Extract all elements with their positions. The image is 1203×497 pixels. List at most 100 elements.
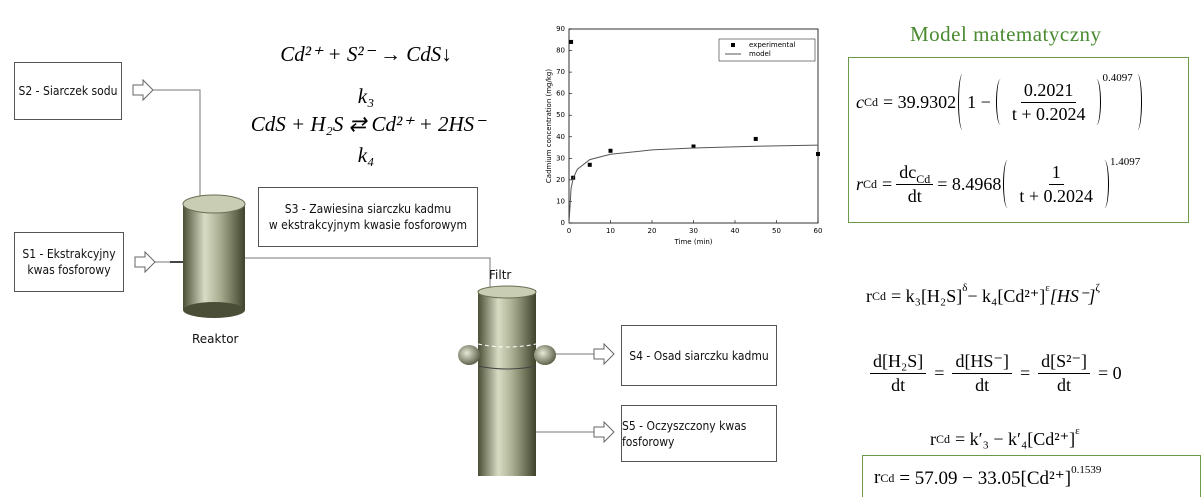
eq-text: = 8.4968: [937, 173, 1002, 194]
equation: c Cd = 39.9302 1 − 0.2021 t + 0.2024 0.409…: [856, 72, 1143, 132]
paren: [1003, 160, 1012, 208]
eq-text: = k₃[H₂S]: [891, 285, 963, 306]
reaction: Cd²⁺ + S²⁻ → CdS↓: [280, 42, 452, 66]
eq-text: dt: [975, 374, 990, 395]
eq-text: 1 −: [967, 91, 991, 112]
reaction: CdS + H₂S ⇄ Cd²⁺ + 2HS⁻: [250, 112, 486, 136]
eq-text: [HS⁻]: [1049, 285, 1096, 306]
rate-constant: k₄: [357, 143, 375, 167]
eq-exp: 0.1539: [1071, 464, 1102, 476]
rate-constant: k₃: [357, 84, 375, 108]
eq-text: r: [874, 467, 881, 488]
x-tick-label: 20: [648, 227, 657, 235]
equation: r Cd = k₃[H₂S] δ − k₄[Cd²⁺] ε [HS⁻] ζ: [866, 282, 1100, 306]
paren: [995, 79, 1005, 125]
fraction: 0.2021 t + 0.2024: [1009, 80, 1089, 125]
eq-sub: Cd: [916, 171, 931, 186]
eq-text: t + 0.2024: [1019, 185, 1094, 206]
stream-label: kwas fosforowy: [27, 263, 111, 277]
stream-box: S5 - Oczyszczony kwas fosforowy: [621, 405, 777, 462]
x-tick-label: 30: [689, 227, 698, 235]
chart: 0 10 20 30 40 50 60 70 80 90 0 10 20 30 40 50 60 Time (mi…: [545, 25, 823, 246]
x-tick-label: 40: [731, 227, 740, 235]
filter: [458, 285, 556, 476]
paren: [1092, 79, 1102, 125]
paren: [958, 74, 967, 130]
eq-text: = k′₃ − k′₄[Cd²⁺]: [955, 428, 1076, 449]
eq-text: 0.2021: [1020, 80, 1077, 103]
paren: [1133, 74, 1142, 130]
eq-text: =: [882, 173, 893, 194]
eq-text: = 57.09 − 33.05[Cd²⁺]: [899, 467, 1072, 489]
stream-label: S5 - Oczyszczony kwas fosforowy: [622, 418, 747, 449]
eq-text: − k₄[Cd²⁺]: [967, 285, 1046, 306]
reactor: [170, 194, 246, 318]
eq-exp: 1.4097: [1110, 156, 1141, 168]
eq-text: =: [1019, 362, 1031, 383]
stream-box: S3 - Zawiesina siarczku kadmu w ekstrakcy…: [258, 187, 478, 247]
equation: r Cd = 57.09 − 33.05[Cd²⁺] 0.1539: [874, 464, 1102, 489]
y-tick-label: 20: [556, 176, 565, 184]
data-point: [691, 144, 696, 149]
stream-label: w ekstrakcyjnym kwasie fosforowym: [268, 218, 468, 232]
x-tick-label: 50: [772, 227, 781, 235]
eq-text: r: [866, 285, 872, 306]
y-tick-label: 30: [556, 154, 565, 162]
eq-text: r: [856, 173, 864, 194]
legend-label: experimental: [749, 41, 795, 49]
eq-text: = 39.9302: [883, 91, 957, 112]
eq-text: d[H₂S]: [870, 351, 927, 374]
model-box: [848, 57, 1189, 223]
model-line: [568, 144, 819, 224]
x-axis-label: Time (min): [673, 238, 712, 246]
fraction: d[HS⁻] dt: [952, 351, 1012, 396]
data-point: [569, 39, 574, 44]
eq-exp: ζ: [1095, 282, 1100, 294]
eq-text: d[HS⁻]: [952, 351, 1012, 374]
y-tick-label: 50: [556, 111, 565, 119]
x-tick-label: 60: [814, 227, 823, 235]
eq-text: dc: [899, 161, 917, 182]
fraction: dcCd dt: [896, 161, 934, 207]
equation: d[H₂S] dt = d[HS⁻] dt = d[S²⁻] dt = 0: [866, 348, 1122, 398]
stream-label: S2 - Siarczek sodu: [18, 84, 118, 98]
data-point: [608, 148, 613, 153]
stream-box: S4 - Osad siarczku kadmu: [621, 325, 777, 386]
data-point: [816, 152, 820, 157]
y-tick-label: 80: [556, 47, 565, 55]
arrows: [132, 78, 615, 444]
y-axis-label: Cadmium concentration (mg/kg): [545, 69, 553, 183]
stream-box: S2 - Siarczek sodu: [14, 62, 122, 120]
eq-text: r: [930, 428, 936, 449]
eq-exp: ε: [1075, 425, 1080, 437]
y-tick-label: 60: [556, 90, 565, 98]
data-point: [753, 136, 758, 141]
x-tick-label: 0: [567, 227, 571, 235]
eq-text: c: [856, 91, 864, 112]
stream-label: S3 - Zawiesina siarczku kadmu: [284, 202, 452, 216]
stream-box: S1 - Ekstrakcyjny kwas fosforowy: [14, 232, 124, 292]
equation: r Cd = k′₃ − k′₄[Cd²⁺] ε: [930, 425, 1080, 449]
eq-text: 1: [1048, 162, 1064, 185]
legend-marker: [731, 43, 735, 47]
data-point: [587, 162, 592, 167]
y-tick-label: 90: [556, 25, 565, 33]
eq-exp: δ: [962, 282, 968, 294]
y-tick-label: 40: [556, 133, 565, 141]
eq-text: d[S²⁻]: [1038, 351, 1090, 374]
y-tick-label: 10: [556, 197, 565, 205]
fraction: d[H₂S] dt: [870, 351, 927, 396]
eq-exp: 0.4097: [1102, 72, 1133, 84]
stream-label: S1 - Ekstrakcyjny: [22, 247, 116, 261]
eq-text: dcCd: [896, 161, 934, 186]
x-tick-label: 10: [606, 227, 615, 235]
model-title: Model matematyczny: [910, 22, 1102, 46]
eq-text: =: [934, 362, 945, 383]
eq-text: dt: [1057, 374, 1072, 395]
stream-label: S4 - Osad siarczku kadmu: [629, 348, 769, 363]
fraction: d[S²⁻] dt: [1038, 351, 1090, 396]
